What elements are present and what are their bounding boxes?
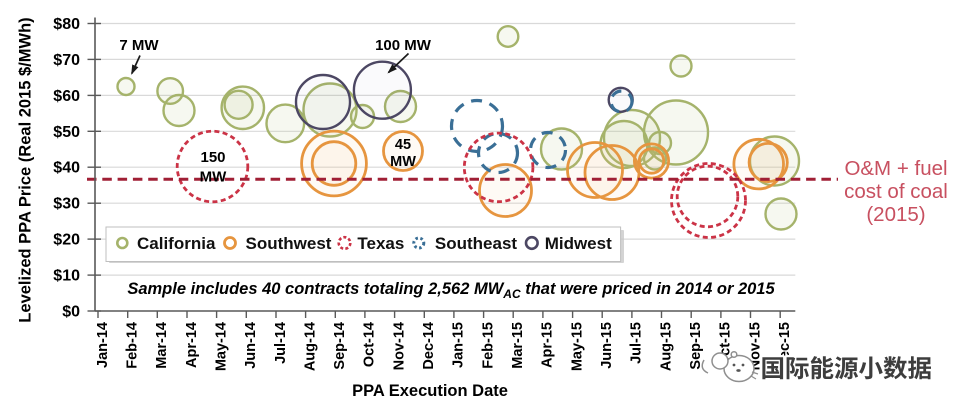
svg-text:Sample includes 40 contracts t: Sample includes 40 contracts totaling 2,… xyxy=(127,280,775,301)
svg-text:Texas: Texas xyxy=(357,234,404,253)
svg-text:Nov-14: Nov-14 xyxy=(391,322,407,370)
svg-text:100 MW: 100 MW xyxy=(375,37,432,54)
svg-text:45: 45 xyxy=(395,137,411,153)
svg-text:Levelized PPA Price (Real 2015: Levelized PPA Price (Real 2015 $/MWh) xyxy=(17,17,35,322)
svg-text:Apr-14: Apr-14 xyxy=(184,322,200,368)
svg-text:Feb-14: Feb-14 xyxy=(125,322,141,369)
svg-text:O&M + fuel: O&M + fuel xyxy=(844,157,947,180)
svg-text:Sep-14: Sep-14 xyxy=(332,322,348,370)
svg-text:Jun-14: Jun-14 xyxy=(243,322,259,369)
svg-text:Nov-15: Nov-15 xyxy=(747,322,763,370)
svg-text:Southeast: Southeast xyxy=(435,234,518,253)
svg-text:May-14: May-14 xyxy=(213,322,229,371)
svg-text:Jan-15: Jan-15 xyxy=(451,322,467,368)
svg-text:Apr-15: Apr-15 xyxy=(540,322,556,368)
svg-text:Southwest: Southwest xyxy=(246,234,332,253)
svg-text:$0: $0 xyxy=(62,304,80,321)
svg-text:MW: MW xyxy=(200,169,227,186)
svg-text:PPA Execution Date: PPA Execution Date xyxy=(352,382,508,400)
svg-text:Feb-15: Feb-15 xyxy=(480,322,496,369)
svg-text:$50: $50 xyxy=(53,124,80,141)
svg-text:150: 150 xyxy=(200,149,225,166)
svg-text:$70: $70 xyxy=(53,52,80,69)
svg-text:Aug-14: Aug-14 xyxy=(302,322,318,371)
svg-text:Jan-14: Jan-14 xyxy=(95,322,111,368)
svg-text:$10: $10 xyxy=(53,268,80,285)
svg-text:MW: MW xyxy=(390,154,416,170)
svg-text:May-15: May-15 xyxy=(569,322,585,371)
svg-text:Mar-15: Mar-15 xyxy=(510,322,526,369)
svg-text:cost of coal: cost of coal xyxy=(844,180,948,203)
svg-text:(2015): (2015) xyxy=(866,203,925,226)
svg-text:Aug-15: Aug-15 xyxy=(658,322,674,371)
svg-text:$40: $40 xyxy=(53,160,80,177)
svg-text:Jul-15: Jul-15 xyxy=(629,322,645,364)
svg-text:7 MW: 7 MW xyxy=(119,37,159,54)
svg-text:Jul-14: Jul-14 xyxy=(273,322,289,364)
svg-text:Mar-14: Mar-14 xyxy=(154,322,170,369)
svg-text:$30: $30 xyxy=(53,196,80,213)
svg-text:Jun-15: Jun-15 xyxy=(599,322,615,369)
svg-text:Dec-14: Dec-14 xyxy=(421,322,437,370)
svg-text:California: California xyxy=(137,234,216,253)
svg-text:$20: $20 xyxy=(53,232,80,249)
svg-text:$60: $60 xyxy=(53,88,80,105)
svg-text:Midwest: Midwest xyxy=(545,234,612,253)
svg-text:Oct-14: Oct-14 xyxy=(362,322,378,367)
svg-text:$80: $80 xyxy=(53,16,80,33)
svg-text:Sep-15: Sep-15 xyxy=(688,322,704,370)
